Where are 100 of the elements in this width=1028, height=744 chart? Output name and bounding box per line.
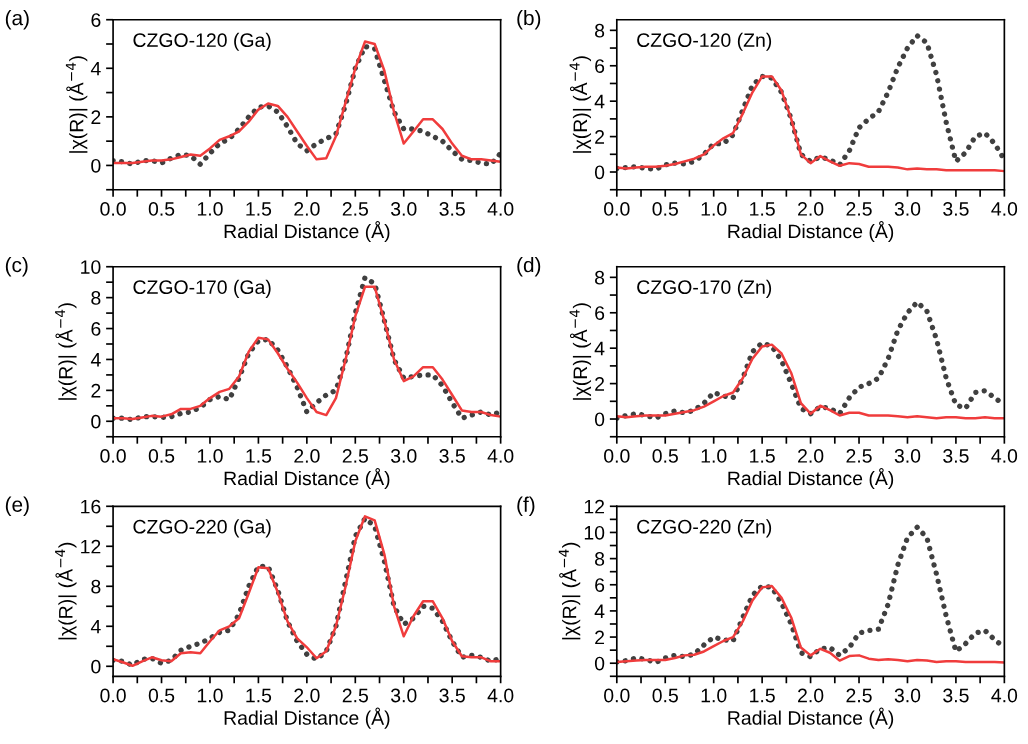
- x-tick-label: 4.0: [991, 449, 1018, 463]
- text: (d): [517, 257, 541, 277]
- text: CZGO-220 (Ga): [133, 519, 271, 538]
- y-tick-label: 0: [91, 414, 101, 429]
- x-tick-label: 4.0: [991, 688, 1018, 703]
- y-tick-label: 4: [90, 619, 101, 634]
- x-tick-label: 2.0: [798, 688, 824, 703]
- y-tick-label: 16: [81, 499, 101, 514]
- text: (f): [517, 496, 535, 516]
- y-tick-label: 8: [91, 579, 101, 594]
- y-tick-label: 2: [595, 630, 605, 645]
- x-tick-label: 3.5: [439, 202, 465, 216]
- x-tick-label: 3.5: [943, 688, 969, 703]
- x-tick-label: 1.0: [197, 202, 223, 216]
- y-axis-title: |χ(R)| (Å$^{−4}$): [558, 542, 581, 640]
- y-tick-label: 0: [594, 165, 605, 180]
- x-tick-label: 3.0: [390, 688, 417, 703]
- x-tick-label: 1.0: [701, 202, 727, 216]
- x-axis-title: Radial Distance (Å): [224, 221, 390, 243]
- x-tick-label: 0.5: [652, 449, 678, 463]
- y-tick-label: 6: [595, 306, 605, 320]
- y-tick-label: 2: [91, 383, 101, 398]
- y-tick-label: 4: [594, 94, 605, 109]
- x-tick-label: 1.5: [750, 688, 775, 703]
- x-tick-label: 4.0: [487, 449, 514, 463]
- x-tick-label: 0.5: [652, 688, 678, 703]
- text: (b): [517, 10, 541, 30]
- y-tick-label: 6: [91, 13, 101, 27]
- y-tick-label: 10: [81, 260, 101, 274]
- x-tick-label: 0.0: [100, 688, 126, 703]
- y-tick-label: 2: [595, 377, 605, 391]
- x-axis-title: Radial Distance (Å): [728, 707, 894, 729]
- y-tick-label: 4: [90, 61, 101, 76]
- x-tick-label: 1.0: [197, 449, 223, 463]
- x-tick-label: 2.0: [294, 449, 320, 463]
- line-series: [616, 343, 1005, 420]
- x-tick-label: 3.5: [943, 202, 969, 216]
- y-tick-label: 0: [594, 656, 605, 671]
- y-tick-label: 4: [594, 341, 605, 356]
- x-tick-label: 3.0: [894, 202, 921, 216]
- x-tick-label: 4.0: [487, 202, 514, 216]
- x-axis-title: Radial Distance (Å): [224, 468, 390, 490]
- y-axis-title: |χ(R)| (Å$^{−4}$): [569, 56, 592, 153]
- y-tick-label: 8: [595, 552, 605, 566]
- y-tick-label: 2: [595, 130, 605, 144]
- text: CZGO-170 (Zn): [637, 279, 772, 298]
- x-tick-label: 3.0: [894, 449, 921, 463]
- x-tick-label: 1.5: [246, 688, 272, 703]
- x-tick-label: 3.5: [439, 449, 465, 463]
- x-tick-label: 3.0: [390, 202, 417, 216]
- x-tick-label: 1.0: [701, 688, 727, 703]
- y-axis-title: |χ(R)| (Å$^{−4}$): [65, 56, 88, 153]
- x-axis-title: Radial Distance (Å): [224, 707, 390, 729]
- y-tick-label: 0: [594, 412, 605, 427]
- x-tick-label: 2.5: [846, 449, 872, 463]
- x-tick-label: 0.0: [604, 449, 630, 463]
- x-tick-label: 4.0: [487, 688, 514, 703]
- x-tick-label: 0.5: [148, 202, 175, 216]
- y-tick-label: 4: [594, 604, 605, 618]
- x-tick-label: 2.0: [798, 449, 824, 463]
- text: (a): [5, 10, 29, 30]
- y-tick-label: 12: [584, 499, 605, 514]
- x-tick-label: 0.0: [100, 202, 126, 216]
- x-axis-title: Radial Distance (Å): [728, 468, 894, 490]
- x-tick-label: 2.5: [342, 449, 368, 463]
- text: CZGO-120 (Ga): [133, 32, 271, 51]
- x-axis-title: Radial Distance (Å): [728, 221, 894, 243]
- line-series: [616, 584, 1005, 664]
- x-tick-label: 2.0: [294, 688, 320, 703]
- x-tick-label: 0.5: [652, 202, 678, 216]
- x-tick-label: 0.5: [148, 688, 175, 703]
- x-tick-label: 1.0: [701, 449, 727, 463]
- x-tick-label: 0.0: [100, 449, 126, 463]
- line-series: [616, 75, 1005, 173]
- y-tick-label: 10: [584, 525, 605, 540]
- y-tick-label: 4: [90, 353, 101, 367]
- x-tick-label: 2.0: [798, 202, 824, 216]
- y-tick-label: 6: [595, 59, 605, 73]
- x-tick-label: 1.0: [197, 688, 223, 703]
- y-tick-label: 8: [91, 291, 101, 305]
- x-tick-label: 3.5: [439, 688, 465, 703]
- text: (e): [5, 496, 29, 516]
- y-axis-title: |χ(R)| (Å$^{−4}$): [55, 542, 77, 640]
- x-tick-label: 0.0: [604, 202, 630, 216]
- x-tick-label: 1.5: [750, 202, 775, 216]
- x-tick-label: 3.5: [943, 449, 969, 463]
- x-tick-label: 2.5: [846, 688, 872, 703]
- y-tick-label: 6: [595, 578, 605, 592]
- y-axis-title: |χ(R)| (Å$^{−4}$): [569, 303, 592, 400]
- x-tick-label: 0.5: [148, 449, 175, 463]
- y-tick-label: 8: [595, 270, 605, 285]
- y-tick-label: 12: [81, 539, 101, 554]
- y-tick-label: 8: [595, 23, 605, 38]
- x-tick-label: 2.0: [294, 202, 320, 216]
- text: CZGO-120 (Zn): [637, 32, 772, 51]
- x-tick-label: 0.0: [604, 688, 630, 703]
- x-tick-label: 2.5: [846, 202, 872, 216]
- x-tick-label: 4.0: [991, 202, 1018, 216]
- x-tick-label: 1.5: [750, 449, 775, 463]
- text: (c): [5, 257, 28, 277]
